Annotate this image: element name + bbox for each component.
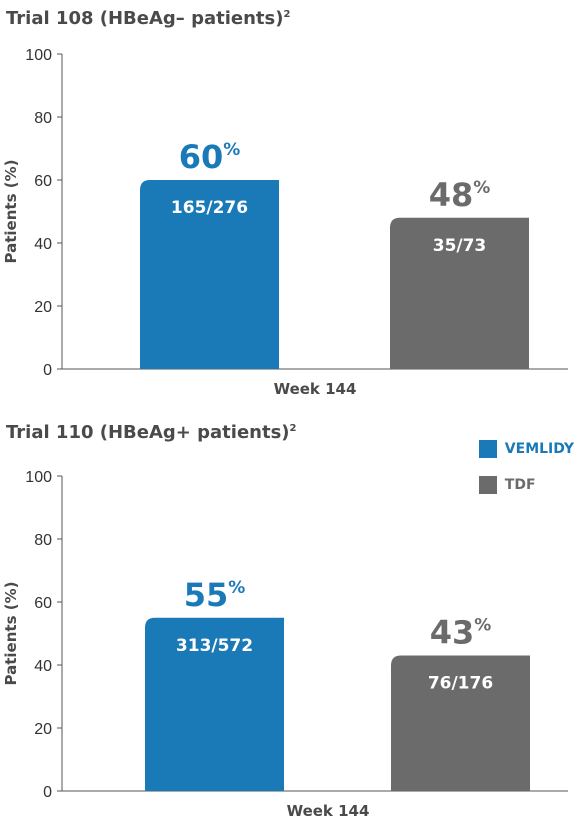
legend-label-tdf: TDF bbox=[504, 477, 536, 493]
bar-vemlidy bbox=[140, 180, 279, 369]
y-tick-label: 80 bbox=[34, 110, 52, 127]
legend-item-vemlidy: VEMLIDY bbox=[478, 438, 574, 460]
y-tick-label: 100 bbox=[25, 47, 52, 64]
bar-percent-label: 43% bbox=[430, 614, 492, 652]
bar-tdf bbox=[390, 217, 529, 369]
bar-count-label: 165/276 bbox=[171, 198, 248, 218]
x-axis-label: Week 144 bbox=[287, 802, 370, 820]
x-axis-label: Week 144 bbox=[274, 380, 357, 398]
legend-item-tdf: TDF bbox=[478, 474, 574, 496]
legend-label-vemlidy: VEMLIDY bbox=[504, 441, 574, 457]
chart-canvas: 0 20 40 60 80 100 Patients (%) Week 144 313/572 5… bbox=[2, 469, 568, 820]
legend-swatch-tdf bbox=[478, 476, 497, 494]
y-tick-label: 100 bbox=[25, 469, 52, 486]
y-axis-label: Patients (%) bbox=[2, 160, 20, 264]
y-axis-label: Patients (%) bbox=[2, 582, 20, 686]
y-tick-label: 40 bbox=[34, 658, 52, 675]
chart-trial-110: Trial 110 (HBeAg+ patients)2 VEMLIDY TDF… bbox=[0, 410, 580, 820]
y-tick-label: 80 bbox=[34, 532, 52, 549]
y-tick-label: 0 bbox=[43, 784, 52, 801]
y-tick-label: 60 bbox=[34, 595, 52, 612]
y-tick-label: 60 bbox=[34, 173, 52, 190]
y-tick-label: 20 bbox=[34, 721, 52, 738]
bar-percent-label: 48% bbox=[429, 176, 491, 214]
chart-canvas: 0 20 40 60 80 100 Patients (%) Week 144 165/276 6… bbox=[2, 47, 568, 398]
chart-title: Trial 108 (HBeAg– patients)2 bbox=[6, 8, 291, 29]
legend: VEMLIDY TDF bbox=[478, 438, 574, 510]
y-tick-label: 40 bbox=[34, 236, 52, 253]
legend-swatch-vemlidy bbox=[478, 440, 497, 458]
bar-count-label: 313/572 bbox=[176, 636, 253, 656]
bar-percent-label: 55% bbox=[184, 576, 246, 614]
bar-vemlidy bbox=[145, 617, 284, 791]
chart-title: Trial 110 (HBeAg+ patients)2 bbox=[6, 422, 297, 443]
bar-count-label: 76/176 bbox=[428, 674, 493, 694]
chart-trial-108: Trial 108 (HBeAg– patients)2 0 20 40 60 80 10… bbox=[2, 8, 568, 398]
bar-tdf bbox=[391, 655, 530, 791]
y-tick-label: 0 bbox=[43, 362, 52, 379]
y-tick-label: 20 bbox=[34, 299, 52, 316]
bar-count-label: 35/73 bbox=[433, 236, 487, 256]
bar-percent-label: 60% bbox=[179, 138, 241, 176]
